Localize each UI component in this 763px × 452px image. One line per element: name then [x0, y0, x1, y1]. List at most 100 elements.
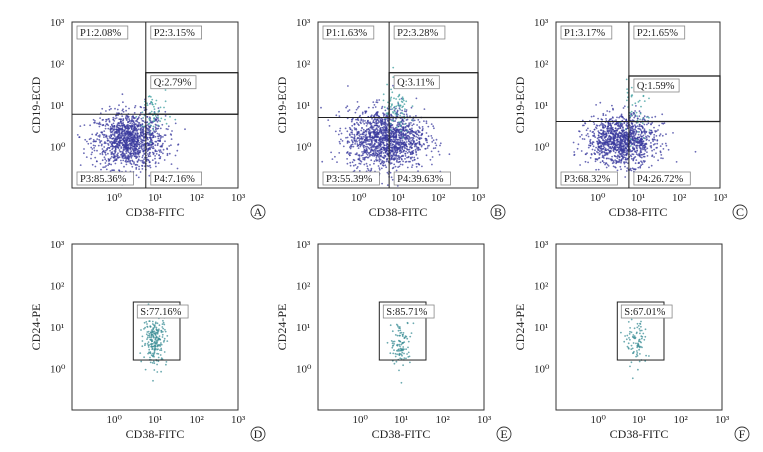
data-point	[101, 148, 104, 150]
data-point	[348, 126, 351, 129]
data-point	[634, 150, 636, 153]
data-point	[347, 85, 349, 87]
data-point	[159, 343, 162, 346]
data-point	[616, 116, 618, 119]
data-point	[83, 124, 86, 126]
data-point	[131, 147, 134, 150]
data-point	[411, 156, 413, 159]
data-point	[165, 122, 168, 125]
data-point	[366, 167, 369, 170]
data-point	[665, 133, 667, 136]
data-point	[630, 138, 632, 141]
data-point	[380, 120, 383, 122]
data-point	[155, 339, 158, 342]
data-point	[395, 114, 398, 117]
data-point	[636, 346, 639, 349]
data-point	[608, 143, 611, 146]
data-point	[360, 154, 363, 157]
x-tick-label: 10²	[190, 414, 205, 426]
data-point	[368, 130, 370, 133]
data-point	[374, 133, 377, 136]
data-point	[389, 153, 392, 155]
data-point	[320, 106, 322, 109]
data-point	[402, 132, 405, 135]
data-point	[399, 139, 402, 142]
data-point	[385, 144, 388, 147]
data-point	[154, 123, 157, 126]
data-point	[402, 346, 405, 348]
data-point	[415, 165, 418, 168]
data-point	[656, 139, 659, 142]
data-point	[370, 167, 373, 170]
data-point	[119, 120, 122, 123]
gate-label: P3:68.32%	[564, 174, 611, 185]
data-point	[101, 133, 104, 136]
data-point	[97, 144, 100, 147]
data-point	[650, 145, 653, 147]
data-point	[404, 335, 407, 337]
data-point	[592, 145, 595, 148]
data-point	[149, 147, 152, 150]
data-point	[141, 123, 144, 126]
data-point	[417, 131, 420, 134]
data-point	[406, 322, 409, 325]
data-point	[617, 127, 620, 130]
data-point	[151, 141, 153, 144]
data-point	[651, 116, 653, 119]
s-gate-box	[616, 301, 665, 361]
data-point	[418, 121, 421, 123]
data-point	[156, 144, 159, 147]
data-point	[393, 362, 396, 365]
data-point	[356, 166, 359, 168]
scatter-points	[386, 310, 415, 384]
data-point	[601, 154, 604, 157]
data-point	[140, 144, 143, 147]
data-point	[624, 139, 626, 142]
data-point	[399, 327, 401, 330]
data-point	[629, 127, 632, 129]
data-point	[631, 167, 634, 170]
data-point	[142, 162, 145, 165]
data-point	[131, 123, 134, 125]
data-point	[136, 138, 139, 141]
data-point	[382, 113, 385, 116]
data-point	[114, 117, 117, 120]
data-point	[638, 125, 641, 128]
data-point	[139, 142, 142, 145]
data-point	[176, 167, 179, 170]
data-point	[394, 352, 397, 355]
data-point	[135, 174, 138, 177]
data-point	[123, 157, 125, 160]
data-point	[166, 335, 169, 337]
data-point	[116, 131, 118, 134]
data-point	[170, 138, 173, 141]
data-point	[633, 337, 636, 340]
data-point	[363, 139, 366, 141]
data-point	[151, 122, 153, 124]
data-point	[584, 160, 587, 163]
data-point	[338, 115, 341, 117]
data-point	[625, 131, 628, 133]
data-point	[408, 136, 411, 139]
data-point	[417, 119, 420, 121]
data-point	[153, 348, 156, 351]
data-point	[623, 122, 626, 124]
data-point	[377, 145, 379, 148]
data-point	[123, 146, 126, 149]
data-point	[415, 145, 418, 148]
data-point	[372, 153, 375, 156]
data-point	[131, 152, 134, 155]
data-point	[411, 159, 414, 162]
data-point	[160, 370, 163, 373]
data-point	[415, 151, 417, 154]
data-point	[138, 155, 141, 158]
data-point	[624, 335, 626, 337]
data-point	[144, 344, 146, 347]
data-point	[162, 321, 165, 324]
data-point	[136, 129, 139, 132]
data-point	[153, 117, 156, 119]
data-point	[101, 124, 104, 127]
data-point	[142, 150, 145, 152]
gate-label-box	[322, 25, 375, 40]
data-point	[119, 137, 122, 140]
